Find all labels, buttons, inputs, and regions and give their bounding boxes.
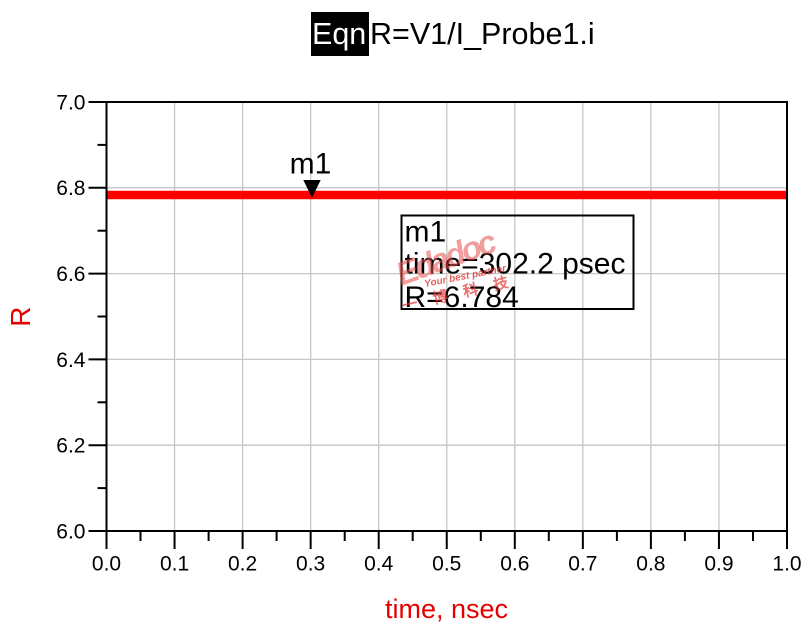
svg-text:6.6: 6.6 [56,263,85,286]
svg-text:m1: m1 [290,148,332,181]
svg-text:0.4: 0.4 [364,553,394,576]
svg-text:time, nsec: time, nsec [385,594,508,624]
svg-text:0.6: 0.6 [500,553,529,576]
svg-text:0.3: 0.3 [296,553,325,576]
svg-text:time=302.2 psec: time=302.2 psec [405,248,626,281]
svg-text:0.8: 0.8 [636,553,665,576]
svg-text:6.4: 6.4 [56,349,86,372]
svg-text:Eqn: Eqn [312,17,366,51]
svg-text:0.7: 0.7 [568,553,597,576]
svg-text:m1: m1 [405,216,447,249]
svg-text:6.8: 6.8 [56,177,85,200]
svg-text:0.9: 0.9 [704,553,733,576]
svg-text:R: R [5,306,36,326]
svg-text:1.0: 1.0 [772,553,801,576]
svg-text:6.0: 6.0 [56,520,85,543]
svg-text:6.2: 6.2 [56,435,85,458]
svg-text:R=6.784: R=6.784 [405,281,519,314]
svg-text:0.1: 0.1 [160,553,189,576]
svg-text:0.0: 0.0 [92,553,121,576]
svg-text:0.5: 0.5 [432,553,461,576]
svg-text:R=V1/I_Probe1.i: R=V1/I_Probe1.i [370,17,595,51]
svg-text:0.2: 0.2 [228,553,257,576]
svg-text:7.0: 7.0 [56,91,85,114]
